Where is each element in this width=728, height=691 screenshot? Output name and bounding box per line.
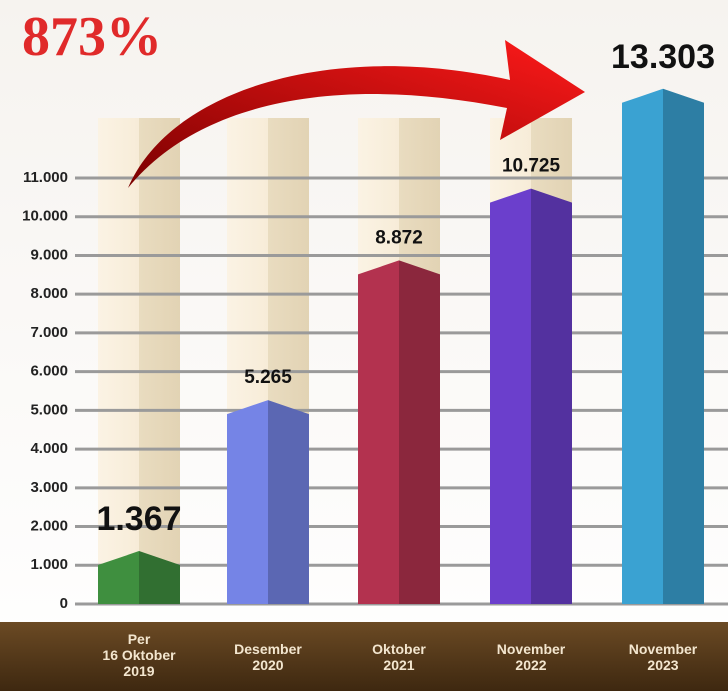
x-tick-label: Per 16 Oktober 2019	[102, 631, 176, 679]
y-tick-label: 10.000	[22, 208, 68, 225]
x-tick-label: November 2022	[497, 641, 566, 673]
y-tick-label: 9.000	[30, 246, 68, 263]
bar	[490, 188, 572, 604]
bar-shade	[139, 551, 180, 604]
y-tick-label: 4.000	[30, 440, 68, 457]
y-tick-label: 5.000	[30, 401, 68, 418]
y-tick-label: 7.000	[30, 324, 68, 341]
x-tick-label: Oktober 2021	[372, 641, 426, 673]
y-tick-label: 8.000	[30, 285, 68, 302]
x-tick-label: Desember 2020	[234, 641, 302, 673]
value-label: 13.303	[611, 38, 715, 76]
value-label: 8.872	[375, 227, 423, 248]
bar	[358, 260, 440, 604]
y-tick-label: 11.000	[23, 169, 68, 186]
value-label: 1.367	[96, 500, 181, 538]
bar-shade	[663, 88, 704, 604]
bar	[622, 88, 704, 604]
bar-shade	[399, 260, 440, 604]
value-label: 5.265	[244, 367, 292, 388]
bar-shade	[268, 400, 309, 604]
growth-arrow	[128, 40, 585, 188]
y-tick-label: 0	[60, 595, 68, 612]
bar	[227, 400, 309, 604]
bar	[98, 551, 180, 604]
y-tick-label: 1.000	[30, 556, 68, 573]
category-band	[0, 622, 728, 691]
value-label: 10.725	[502, 156, 561, 177]
y-tick-label: 2.000	[30, 518, 68, 535]
y-tick-label: 3.000	[30, 479, 68, 496]
bar-shade	[531, 188, 572, 604]
chart-title: 873%	[22, 6, 162, 68]
column-backdrop	[98, 118, 180, 604]
y-tick-label: 6.000	[30, 363, 68, 380]
x-tick-label: November 2023	[629, 641, 698, 673]
